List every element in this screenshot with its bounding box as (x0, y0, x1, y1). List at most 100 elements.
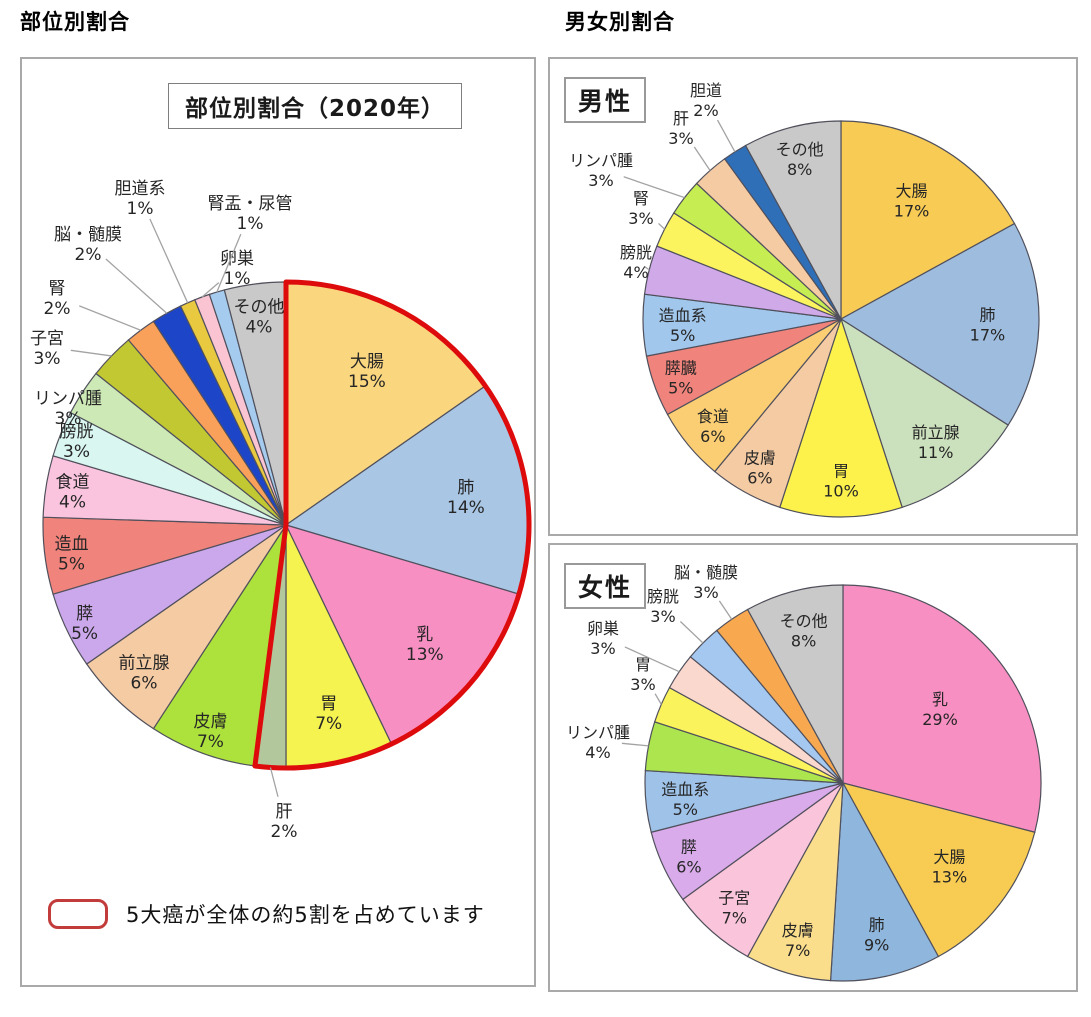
slice-value: 5% (668, 379, 693, 398)
leader-line (621, 742, 649, 747)
slice-value: 1% (127, 199, 154, 219)
slice-value: 14% (447, 498, 485, 518)
pie-slice-肺 (829, 780, 940, 982)
slice-value: 5% (670, 326, 695, 345)
leader-line (716, 119, 736, 153)
slice-value: 3% (628, 209, 653, 228)
slice-label: 子宮 (718, 888, 750, 907)
slice-label: 膵 (681, 838, 697, 857)
slice-label: 乳 (416, 625, 433, 645)
slice-label: 肺 (869, 916, 885, 935)
slice-label: その他 (776, 140, 824, 159)
slice-value: 15% (348, 372, 386, 392)
leader-line (79, 305, 141, 331)
five-major-cancers-highlight-outline (252, 279, 532, 771)
slice-value: 17% (970, 326, 1006, 345)
slice-label: 肺 (979, 306, 995, 325)
slice-label: 胃 (635, 655, 651, 674)
leader-line (269, 767, 279, 797)
slice-label: その他 (233, 297, 284, 317)
leader-line (201, 282, 220, 298)
pie-slice-その他 (744, 120, 842, 320)
slice-value: 3% (588, 171, 613, 190)
male-chart-panel: 大腸 17% 肺 17% 前立腺 11% 胃 10% 皮膚 6% 食道 6% 膵臓 5% 造血系 5% 膀胱 4%… (548, 57, 1078, 536)
leader-line (70, 349, 112, 357)
legend-red-outline-swatch (48, 899, 108, 929)
slice-value: 5% (58, 555, 85, 575)
slice-value: 8% (791, 632, 816, 651)
leader-line (105, 258, 168, 314)
slice-label: 胃 (320, 694, 337, 714)
slice-value: 4% (245, 317, 272, 337)
slice-value: 2% (271, 822, 298, 842)
overall-chart-panel: 大腸 15% 肺 14% 乳 13% 胃 7% 肝 2% 皮膚 7% 前立腺 6% 膵 5% 造血 5% 食道 4% 膀… (20, 57, 536, 987)
slice-label: 胃 (833, 461, 849, 480)
slice-value: 3% (34, 349, 61, 369)
slice-value: 3% (668, 129, 693, 148)
slice-value: 6% (676, 858, 701, 877)
slice-value: 13% (406, 645, 444, 665)
slice-value: 2% (75, 245, 102, 265)
slice-value: 1% (237, 214, 264, 234)
leader-line (149, 218, 189, 304)
slice-label: リンパ腫 (569, 151, 633, 170)
slice-label: 造血系 (661, 780, 709, 799)
slice-label: 皮膚 (782, 921, 814, 940)
slice-label: 脳・髄膜 (674, 563, 738, 582)
slice-value: 29% (922, 710, 958, 729)
legend: 5大癌が全体の約5割を占めています (48, 899, 485, 929)
legend-note: 5大癌が全体の約5割を占めています (126, 903, 485, 927)
leader-line (216, 233, 242, 293)
pie-slice-肺 (839, 222, 1040, 426)
slice-value: 3% (63, 442, 90, 462)
slice-value: 17% (894, 202, 930, 221)
slice-label: 皮膚 (744, 448, 776, 467)
slice-value: 3% (630, 675, 655, 694)
pie-slice-前立腺 (839, 317, 1010, 509)
slice-label: 大腸 (933, 848, 965, 867)
right-section-heading: 男女別割合 (565, 10, 675, 34)
female-pie-chart: 乳29%大腸13%肺9%皮膚7%子宮7%膵6%造血系5%リンパ腫4%胃3%卵巣3… (566, 563, 1042, 982)
slice-label: 乳 (932, 690, 948, 709)
slice-label: その他 (780, 612, 828, 631)
slice-value: 7% (197, 732, 224, 752)
slice-label: 食道 (56, 472, 90, 492)
slice-label: 肝 (276, 802, 293, 822)
slice-value: 3% (590, 639, 615, 658)
slice-value: 6% (700, 427, 725, 446)
leader-line (693, 146, 711, 171)
female-badge: 女性 (564, 563, 647, 609)
slice-label: 前立腺 (912, 423, 960, 442)
slice-value: 13% (932, 868, 968, 887)
leader-line (643, 265, 650, 271)
left-section-heading: 部位別割合 (20, 10, 130, 34)
slice-label: リンパ腫 (34, 389, 102, 409)
slice-label: 腎 (633, 189, 649, 208)
pie-slice-大腸 (840, 120, 1016, 321)
slice-label: 膵 (76, 604, 93, 624)
slice-value: 9% (864, 936, 889, 955)
slice-value: 6% (131, 674, 158, 694)
slice-label: 卵巣 (587, 619, 619, 638)
slice-value: 4% (623, 263, 648, 282)
slice-label: 大腸 (896, 182, 928, 201)
slice-value: 3% (650, 607, 675, 626)
slice-label: 胆道 (690, 81, 722, 100)
pie-slice-その他 (746, 584, 844, 784)
slice-label: 腎 (49, 279, 66, 299)
slice-label: 膀胱 (647, 587, 679, 606)
slice-value: 11% (918, 443, 954, 462)
slice-value: 4% (585, 743, 610, 762)
leader-line (654, 693, 662, 705)
slice-value: 7% (785, 941, 810, 960)
overall-pie-chart: 大腸15%肺14%乳13%胃7%肝2%皮膚7%前立腺6%膵5%造血5%食道4%膀… (30, 179, 532, 842)
slice-label: 前立腺 (118, 654, 169, 674)
slice-value: 7% (315, 714, 342, 734)
slice-label: 膀胱 (60, 422, 94, 442)
slice-label: 脳・髄膜 (54, 225, 122, 245)
male-pie-chart: 大腸17%肺17%前立腺11%胃10%皮膚6%食道6%膵臓5%造血系5%膀胱4%… (569, 81, 1040, 518)
slice-value: 2% (44, 299, 71, 319)
leader-line (624, 646, 680, 673)
slice-value: 1% (224, 269, 251, 289)
male-badge: 男性 (564, 77, 647, 123)
